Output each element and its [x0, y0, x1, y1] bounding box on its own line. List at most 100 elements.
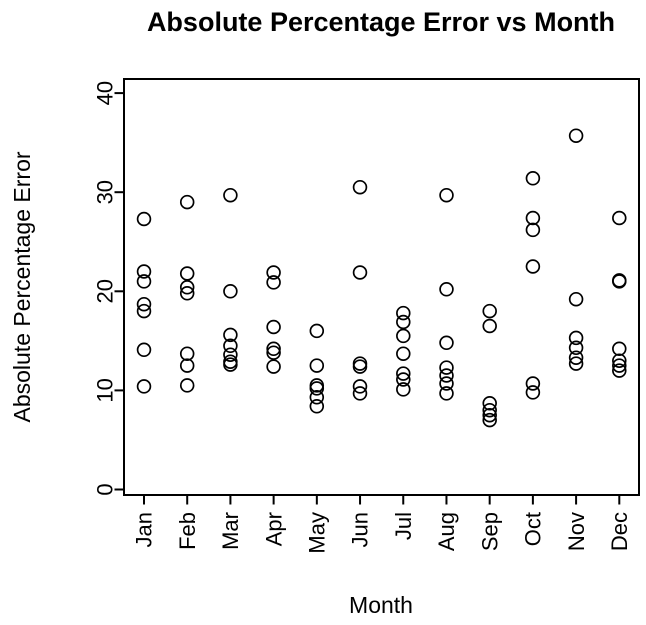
x-tick-label: Dec — [607, 512, 632, 551]
data-point — [568, 340, 584, 356]
data-point — [266, 319, 281, 335]
data-point — [568, 291, 584, 307]
data-point — [223, 357, 238, 372]
y-tick-label: 40 — [93, 81, 118, 105]
data-points — [136, 128, 627, 428]
x-axis-label: Month — [349, 592, 413, 618]
data-point — [223, 187, 238, 203]
data-point — [309, 358, 325, 373]
x-tick-label: Nov — [564, 512, 589, 551]
data-point — [266, 345, 281, 360]
data-point — [439, 282, 454, 297]
data-point — [482, 303, 497, 319]
x-tick-label: Feb — [175, 512, 200, 550]
data-point — [179, 194, 195, 210]
x-tick-label: Mar — [218, 512, 243, 550]
data-point — [612, 274, 627, 289]
data-point — [439, 187, 454, 203]
data-point — [525, 222, 541, 238]
plot-box — [123, 78, 640, 496]
data-point — [568, 330, 584, 346]
data-point — [179, 286, 195, 301]
data-point — [223, 338, 238, 354]
y-tick-label: 10 — [93, 378, 118, 402]
data-point — [396, 328, 411, 344]
data-point — [136, 274, 152, 289]
y-tick-label: 20 — [93, 279, 118, 303]
data-point — [525, 210, 541, 226]
data-point — [439, 360, 454, 375]
data-point — [352, 386, 368, 401]
data-point — [352, 265, 368, 280]
x-tick-label: Jan — [132, 512, 157, 547]
data-point — [612, 341, 627, 357]
x-tick-label: Aug — [434, 512, 459, 551]
data-point — [136, 342, 152, 358]
y-tick-label: 0 — [93, 483, 118, 495]
data-point — [136, 303, 152, 319]
y-axis-label: Absolute Percentage Error — [9, 151, 35, 422]
data-point — [396, 382, 411, 397]
x-tick-label: May — [305, 512, 330, 554]
data-point — [179, 266, 195, 281]
data-point — [525, 376, 541, 391]
x-axis-ticks: Jan Feb Mar Apr May Jun Jul Aug Sep Oct Nov Dec — [132, 495, 632, 554]
data-point — [223, 327, 238, 343]
data-point — [568, 128, 584, 143]
data-point — [179, 280, 195, 295]
data-point — [568, 350, 584, 365]
data-point — [352, 356, 368, 371]
data-point — [309, 399, 325, 414]
data-point — [482, 318, 497, 334]
x-tick-label: Oct — [521, 512, 546, 546]
data-point — [309, 381, 325, 396]
data-point — [525, 259, 541, 274]
data-point — [352, 379, 368, 394]
data-point — [482, 407, 497, 423]
x-tick-label: Sep — [477, 512, 502, 551]
data-point — [482, 412, 497, 428]
data-point — [612, 358, 627, 373]
data-point — [396, 372, 411, 387]
data-point — [266, 341, 281, 357]
x-tick-label: Apr — [261, 512, 286, 546]
data-point — [525, 171, 541, 186]
data-point — [482, 396, 497, 411]
data-point — [309, 323, 325, 339]
data-point — [352, 359, 368, 374]
data-point — [568, 356, 584, 371]
data-point — [136, 264, 152, 279]
data-point — [136, 296, 152, 312]
data-point — [136, 379, 152, 394]
data-point — [396, 346, 411, 361]
x-tick-label: Jul — [391, 512, 416, 540]
data-point — [439, 386, 454, 401]
data-point — [352, 179, 368, 195]
x-tick-label: Jun — [348, 512, 373, 547]
data-point — [179, 358, 195, 373]
chart-title: Absolute Percentage Error vs Month — [147, 7, 615, 37]
data-point — [309, 390, 325, 405]
data-point — [396, 366, 411, 381]
data-point — [309, 378, 325, 393]
data-point — [612, 210, 627, 226]
data-point — [179, 378, 195, 393]
data-point — [223, 284, 238, 299]
data-point — [396, 314, 411, 330]
data-point — [439, 376, 454, 391]
data-point — [179, 346, 195, 361]
data-point — [266, 275, 281, 290]
data-point — [223, 347, 238, 362]
data-point — [482, 402, 497, 418]
data-point — [439, 335, 454, 351]
y-axis-ticks: 0 10 20 30 40 — [93, 81, 124, 496]
data-point — [266, 359, 281, 374]
data-point — [266, 265, 281, 280]
data-point — [612, 353, 627, 368]
y-tick-label: 30 — [93, 180, 118, 204]
data-point — [612, 363, 627, 378]
data-point — [396, 305, 411, 321]
data-point — [525, 385, 541, 400]
